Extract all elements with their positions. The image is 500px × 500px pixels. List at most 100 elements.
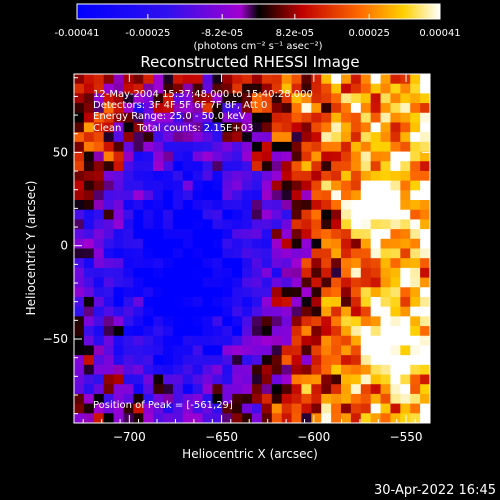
heatmap-cell xyxy=(163,74,174,85)
heatmap-cell xyxy=(410,161,421,172)
heatmap-cell xyxy=(331,170,342,182)
heatmap-cell xyxy=(281,374,293,385)
chart-title: Reconstructed RHESSI Image xyxy=(140,53,359,71)
heatmap-cell xyxy=(291,132,303,143)
heatmap-cell xyxy=(113,209,125,221)
heatmap-cell xyxy=(143,74,154,85)
heatmap-cell xyxy=(252,151,263,162)
heatmap-cell xyxy=(350,122,362,133)
heatmap-cell xyxy=(133,335,144,347)
heatmap-cell xyxy=(74,374,85,385)
heatmap-cell xyxy=(281,161,293,172)
heatmap-cell xyxy=(192,384,204,395)
heatmap-cell xyxy=(103,277,115,288)
heatmap-cell xyxy=(232,364,243,376)
plot-frame xyxy=(73,73,431,424)
heatmap-cell xyxy=(301,151,312,162)
heatmap-cell xyxy=(360,238,372,250)
heatmap-cell xyxy=(291,335,303,347)
x-tick-label: −700 xyxy=(113,430,146,444)
axis-ticks: −700 −650 −600 −550 50 0 −50 xyxy=(43,74,430,444)
heatmap-cell xyxy=(400,238,411,250)
heatmap-cell xyxy=(133,161,144,172)
heatmap-cell xyxy=(281,345,293,356)
heatmap-cell xyxy=(370,316,382,327)
heatmap-cell xyxy=(172,200,184,211)
heatmap-cell xyxy=(113,277,125,288)
heatmap-cell xyxy=(93,122,105,133)
heatmap-cell xyxy=(410,83,421,94)
heatmap-cell xyxy=(93,141,105,153)
heatmap-cell xyxy=(311,141,322,153)
heatmap-cell xyxy=(202,190,214,201)
heatmap-cell xyxy=(311,209,322,221)
heatmap-cell xyxy=(133,374,144,385)
heatmap-cell xyxy=(212,151,223,162)
heatmap-cell xyxy=(143,393,154,405)
heatmap-cell xyxy=(163,229,174,240)
heatmap-cell xyxy=(202,345,214,356)
heatmap-cell xyxy=(242,170,253,182)
heatmap-cell xyxy=(311,132,322,143)
heatmap-cell xyxy=(103,190,115,201)
heatmap-cell xyxy=(321,112,332,124)
heatmap-cell xyxy=(202,103,214,114)
heatmap-cell xyxy=(182,122,194,133)
heatmap-cell xyxy=(350,93,362,104)
heatmap-cell xyxy=(271,384,283,395)
heatmap-cell xyxy=(192,112,204,124)
heatmap-cell xyxy=(350,238,362,250)
heatmap-cell xyxy=(331,112,342,124)
heatmap-cell xyxy=(321,83,332,94)
heatmap-cell xyxy=(113,122,125,133)
heatmap-cell xyxy=(202,180,214,191)
heatmap-cell xyxy=(133,170,144,182)
heatmap-cell xyxy=(143,345,154,356)
heatmap-cell xyxy=(123,403,134,414)
heatmap-cell xyxy=(83,112,95,124)
heatmap-cell xyxy=(192,306,204,317)
heatmap-cell xyxy=(172,326,184,337)
heatmap-cell xyxy=(182,132,194,143)
heatmap-cell xyxy=(143,413,154,423)
heatmap-cell xyxy=(192,326,204,337)
heatmap-cell xyxy=(83,364,95,376)
heatmap-cell xyxy=(271,306,283,317)
heatmap-cell xyxy=(341,170,352,182)
heatmap-cell xyxy=(291,316,303,327)
heatmap-cell xyxy=(331,316,342,327)
heatmap-cell xyxy=(331,74,342,85)
heatmap-cell xyxy=(311,112,322,124)
heatmap-cell xyxy=(182,277,194,288)
heatmap-cell xyxy=(222,296,233,308)
heatmap-cell xyxy=(291,74,303,85)
heatmap-cell xyxy=(133,141,144,153)
heatmap-cell xyxy=(311,161,322,172)
heatmap-cell xyxy=(281,296,293,308)
heatmap-cell xyxy=(271,83,283,94)
heatmap-cell xyxy=(212,190,223,201)
heatmap-cell xyxy=(172,374,184,385)
heatmap-cell xyxy=(93,74,105,85)
heatmap-cell xyxy=(113,374,125,385)
heatmap-cell xyxy=(281,238,293,250)
heatmap-cell xyxy=(153,364,164,376)
heatmap-cell xyxy=(380,413,392,423)
heatmap-cell xyxy=(281,74,293,85)
heatmap-cell xyxy=(83,190,95,201)
heatmap-cell xyxy=(242,306,253,317)
heatmap-cell xyxy=(212,132,223,143)
heatmap-cell xyxy=(83,170,95,182)
heatmap-cell xyxy=(291,83,303,94)
heatmap-cell xyxy=(281,403,293,414)
heatmap-cell xyxy=(123,180,134,191)
heatmap-cell xyxy=(212,384,223,395)
heatmap-cell xyxy=(232,93,243,104)
heatmap-cell xyxy=(341,161,352,172)
heatmap-cell xyxy=(212,364,223,376)
heatmap-cell xyxy=(192,180,204,191)
heatmap-cell xyxy=(311,413,322,423)
heatmap-cell xyxy=(74,200,85,211)
heatmap-cell xyxy=(153,74,164,85)
heatmap-cell xyxy=(410,122,421,133)
